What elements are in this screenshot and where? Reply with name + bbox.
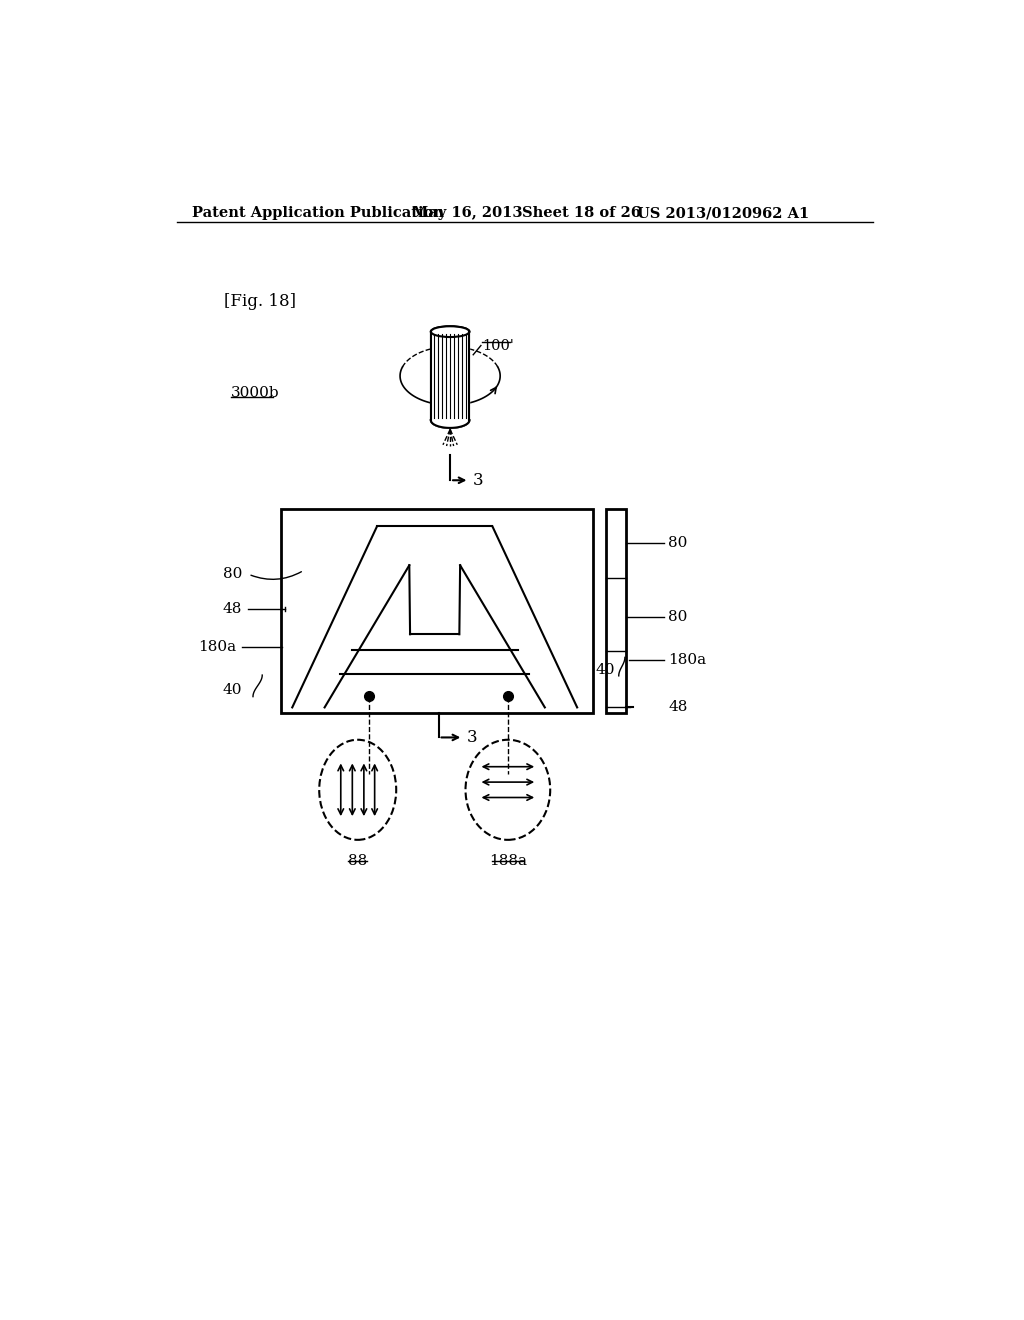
Text: 80: 80 [668,610,687,623]
Polygon shape [431,331,469,420]
Text: 48: 48 [668,700,687,714]
Text: 100': 100' [482,338,514,352]
Text: Sheet 18 of 26: Sheet 18 of 26 [521,206,641,220]
Text: Patent Application Publication: Patent Application Publication [193,206,444,220]
Text: 180a: 180a [198,640,237,655]
Text: 40: 40 [595,664,614,677]
Ellipse shape [431,326,469,337]
Text: 3000b: 3000b [230,385,280,400]
Text: US 2013/0120962 A1: US 2013/0120962 A1 [637,206,809,220]
Text: 40: 40 [222,682,243,697]
Text: 80: 80 [668,536,687,550]
Bar [431,331,469,420]
Text: May 16, 2013: May 16, 2013 [412,206,522,220]
Ellipse shape [431,326,469,337]
Text: 3: 3 [472,471,483,488]
Text: 88: 88 [348,854,368,867]
Text: 80: 80 [223,568,243,581]
Text: 3: 3 [466,729,477,746]
Bar [281,508,593,713]
Text: 188a: 188a [488,854,527,867]
Polygon shape [431,420,469,428]
Text: 48: 48 [223,602,243,616]
Text: 180a: 180a [668,653,707,668]
Text: [Fig. 18]: [Fig. 18] [224,293,297,310]
Polygon shape [431,420,469,428]
Bar [606,508,626,713]
